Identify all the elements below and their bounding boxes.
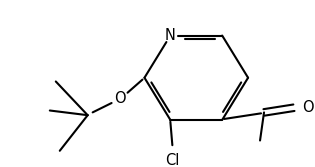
- Text: O: O: [302, 100, 314, 115]
- Text: O: O: [114, 91, 125, 106]
- Text: Cl: Cl: [165, 153, 180, 167]
- Text: N: N: [165, 28, 176, 43]
